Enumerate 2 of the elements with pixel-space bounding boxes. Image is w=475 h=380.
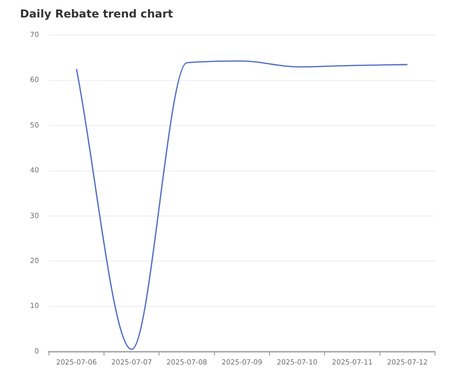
line-series — [76, 60, 408, 350]
chart-title: Daily Rebate trend chart — [20, 7, 174, 20]
